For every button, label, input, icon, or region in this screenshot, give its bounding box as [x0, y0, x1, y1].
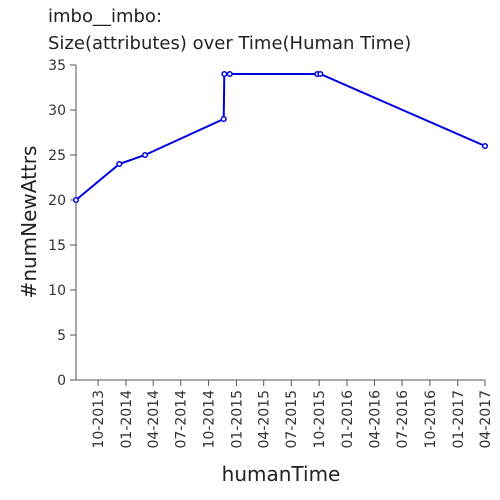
y-tick-label: 15	[48, 238, 66, 254]
x-tick-label: 07-2016	[395, 390, 411, 449]
x-tick-label: 01-2015	[229, 390, 245, 449]
y-axis-label: #numNewAttrs	[17, 146, 41, 299]
data-point	[72, 196, 80, 204]
data-point	[481, 142, 489, 150]
x-tick-label: 04-2016	[368, 390, 384, 449]
y-tick-label: 5	[57, 328, 66, 344]
x-tick-label: 01-2016	[340, 390, 356, 449]
y-tick-label: 35	[48, 58, 66, 74]
y-tick-label: 10	[48, 283, 66, 299]
data-point	[226, 70, 233, 78]
y-tick-label: 30	[48, 103, 66, 119]
data-point	[317, 70, 324, 78]
x-tick-label: 01-2017	[451, 390, 467, 449]
y-tick-label: 0	[57, 373, 66, 389]
x-axis: 10-2013 01-2014 04-2014 07-2014 10-2014 01-20…	[76, 379, 494, 449]
x-axis-label: humanTime	[222, 462, 341, 486]
x-tick-label: 04-2017	[478, 390, 494, 449]
data-point	[141, 151, 149, 159]
data-point	[221, 70, 228, 78]
data-point	[220, 115, 227, 123]
chart-title: imbo__imbo:	[48, 6, 163, 27]
x-tick-label: 04-2015	[257, 390, 273, 449]
x-tick-label: 10-2013	[91, 390, 107, 449]
y-axis: 0 5 10 15 20 25 30 35	[48, 58, 77, 389]
chart-subtitle: Size(attributes) over Time(Human Time)	[48, 33, 412, 54]
x-tick-label: 10-2015	[312, 390, 328, 449]
x-tick-label: 10-2016	[423, 390, 439, 449]
x-tick-label: 07-2014	[174, 390, 190, 449]
y-tick-label: 20	[48, 193, 66, 209]
series	[72, 70, 489, 204]
x-tick-label: 04-2014	[146, 390, 162, 449]
x-tick-label: 10-2014	[202, 390, 218, 449]
series-line	[75, 73, 486, 201]
x-tick-label: 07-2015	[284, 390, 300, 449]
y-tick-label: 25	[48, 148, 66, 164]
data-point	[116, 160, 123, 168]
x-tick-label: 01-2014	[119, 390, 135, 449]
